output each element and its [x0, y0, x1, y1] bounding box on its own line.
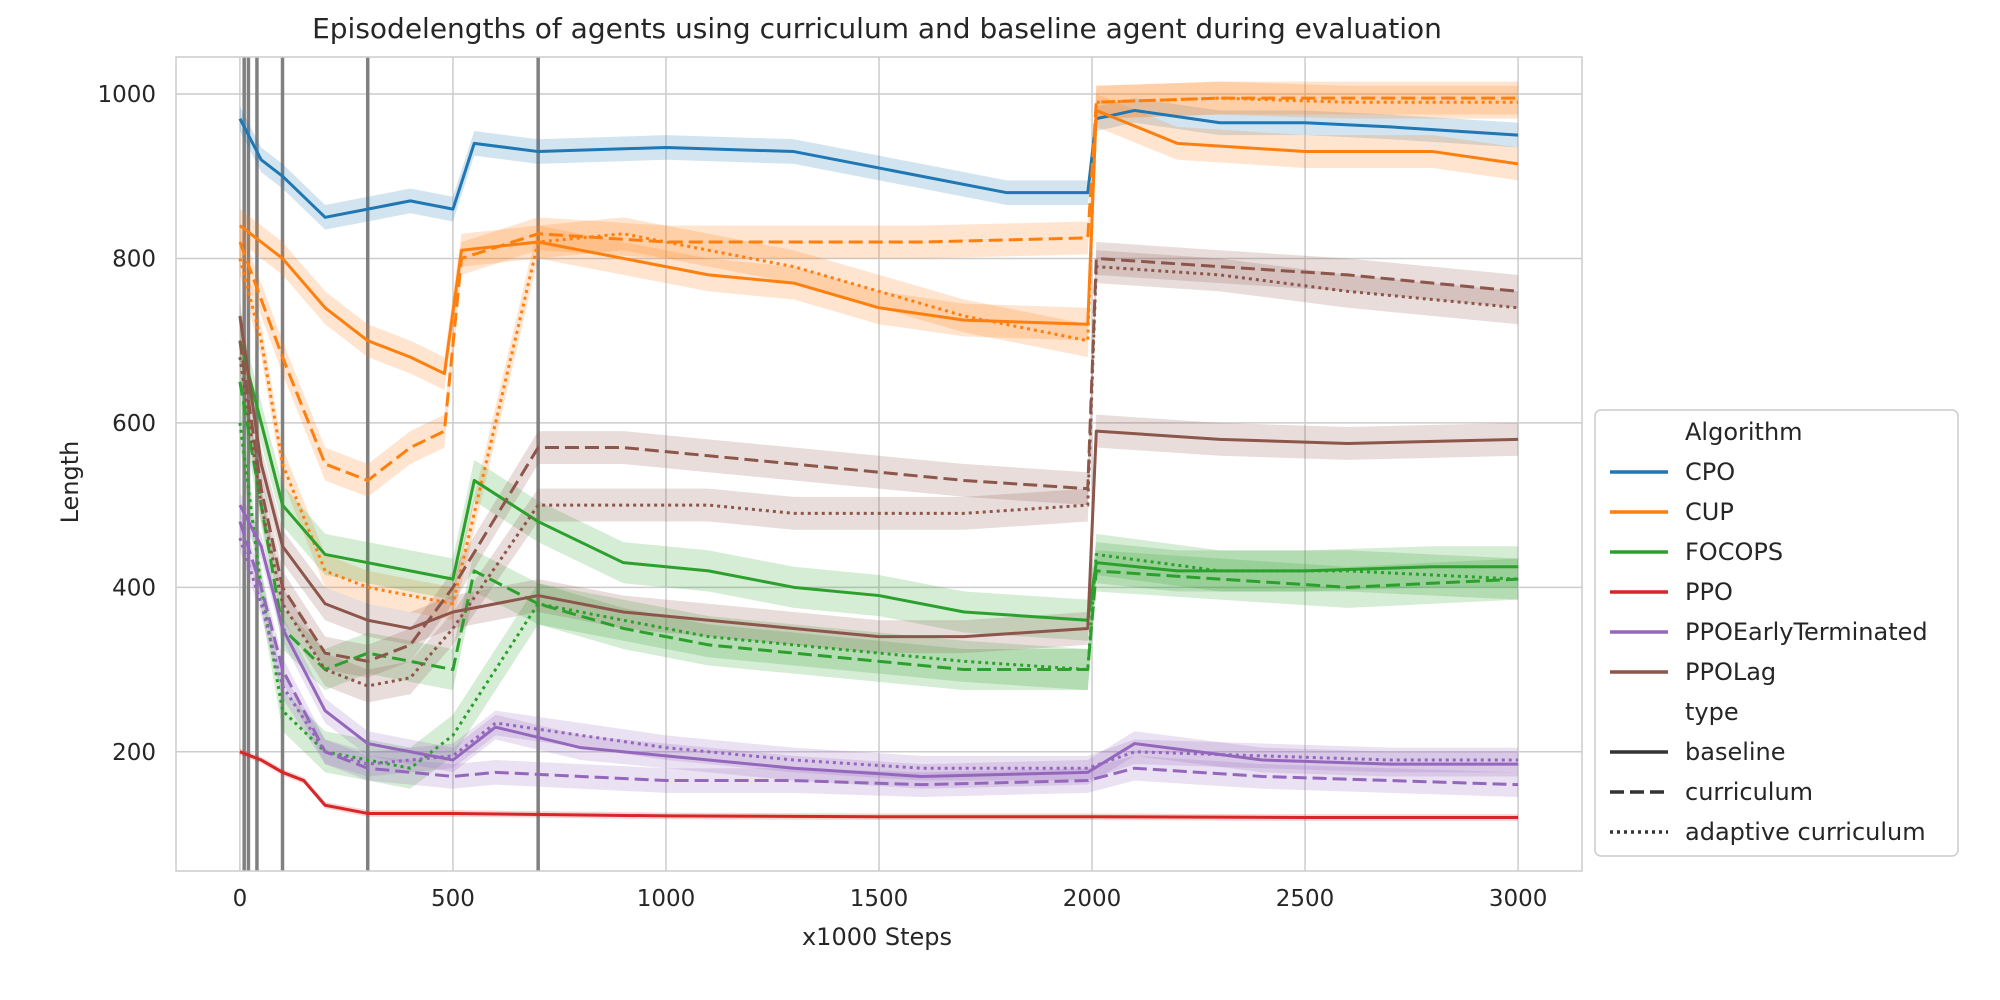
- series-band: [239, 402, 1519, 789]
- x-axis-label: x1000 Steps: [802, 923, 952, 951]
- legend-hue-title: Algorithm: [1685, 418, 1803, 446]
- series-line: [238, 315, 1519, 639]
- y-tick-label: 400: [112, 575, 156, 601]
- legend-box: [1594, 409, 1959, 857]
- series-line: [238, 381, 1519, 672]
- series-line: [238, 422, 1519, 770]
- y-tick-label: 600: [112, 411, 156, 437]
- y-tick-label: 800: [112, 246, 156, 272]
- series-band: [239, 242, 1519, 678]
- legend-label: PPOEarlyTerminated: [1685, 618, 1928, 646]
- x-tick-label: 2000: [1063, 886, 1122, 912]
- series-band: [239, 98, 1519, 230]
- x-tick-labels: 0 500 1000 1500 2000 2500 3000: [233, 886, 1548, 912]
- series-line: [239, 750, 1519, 820]
- x-tick-label: 500: [431, 886, 475, 912]
- series-band: [239, 299, 1519, 654]
- legend-label: PPO: [1685, 578, 1733, 606]
- series-line: [238, 256, 1519, 663]
- y-tick-label: 1000: [97, 82, 156, 108]
- series-line: [238, 96, 1519, 482]
- series-band: [239, 361, 1519, 691]
- series-line: [238, 504, 1519, 778]
- legend: Algorithm CPO CUP FOCOPS PPO PPOEarlyTermina…: [1594, 409, 1959, 857]
- series-lines: [238, 96, 1519, 820]
- y-tick-labels: 200 400 600 800 1000: [97, 82, 156, 766]
- legend-style-title: type: [1685, 698, 1739, 726]
- legend-label: curriculum: [1685, 778, 1813, 806]
- legend-label: FOCOPS: [1685, 538, 1783, 566]
- legend-label: PPOLag: [1685, 658, 1776, 686]
- series-line: [238, 265, 1519, 688]
- series-band: [239, 525, 1519, 781]
- series-line: [238, 108, 1519, 219]
- y-axis-label: Length: [56, 441, 84, 524]
- x-tick-label: 1000: [637, 886, 696, 912]
- vertical-marker-lines: [242, 57, 540, 871]
- legend-label: baseline: [1685, 738, 1786, 766]
- series-band: [239, 320, 1519, 641]
- series-line: [238, 521, 1519, 787]
- chart-title: Episodelengths of agents using curriculu…: [312, 12, 1442, 45]
- plot-frame: [175, 56, 1583, 872]
- series-line: [238, 108, 1519, 376]
- x-tick-label: 2500: [1276, 886, 1335, 912]
- legend-label: CUP: [1685, 498, 1734, 526]
- x-tick-label: 3000: [1489, 886, 1548, 912]
- y-tick-label: 200: [112, 740, 156, 766]
- legend-label: CPO: [1685, 458, 1735, 486]
- x-tick-label: 1500: [850, 886, 909, 912]
- series-band: [239, 94, 1519, 390]
- x-tick-label: 0: [233, 886, 248, 912]
- series-line: [238, 340, 1519, 622]
- legend-label: adaptive curriculum: [1685, 818, 1926, 846]
